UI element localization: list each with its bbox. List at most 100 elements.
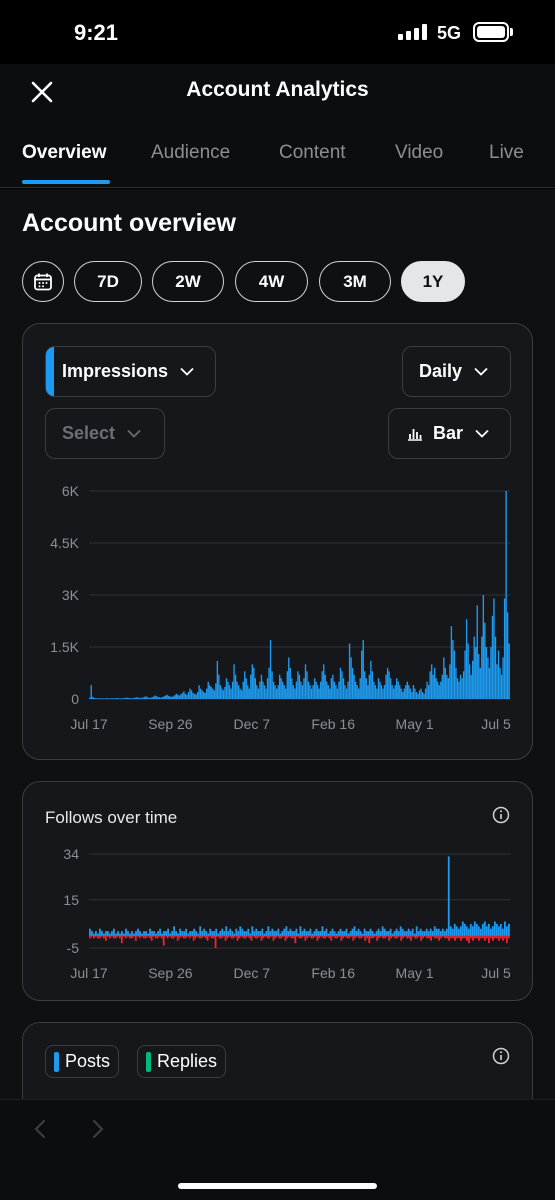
x-tick-label: Jul 17 (70, 965, 108, 981)
granularity-dropdown[interactable]: Daily (402, 346, 511, 397)
y-tick-label: -5 (67, 940, 80, 956)
legend-posts[interactable]: Posts (45, 1045, 120, 1078)
forward-arrow-icon[interactable] (86, 1118, 108, 1140)
data-bar (338, 935, 341, 937)
data-bar (106, 935, 109, 937)
data-bar (397, 931, 400, 936)
data-bar (476, 605, 478, 699)
range-4w[interactable]: 4W (235, 261, 308, 302)
tab-content[interactable]: Content (279, 142, 346, 163)
data-bar (208, 935, 211, 937)
data-bar (136, 697, 138, 699)
range-2w[interactable]: 2W (152, 261, 224, 302)
data-bar (478, 653, 480, 699)
y-tick-label: 15 (63, 892, 79, 908)
range-selector: 7D 2W 4W 3M 1Y (22, 261, 542, 303)
data-bar (389, 928, 392, 936)
data-bar (248, 935, 251, 939)
data-bar (180, 694, 182, 699)
data-bar (322, 935, 325, 939)
data-bar (239, 926, 242, 936)
data-bar (422, 935, 425, 939)
data-bar (318, 688, 320, 699)
data-bar (255, 928, 258, 936)
data-bar (160, 697, 162, 699)
info-icon[interactable] (492, 1047, 510, 1065)
data-bar (496, 935, 498, 939)
compare-select[interactable]: Select (45, 408, 165, 459)
data-bar (318, 935, 321, 939)
data-bar (388, 671, 390, 699)
data-bar (233, 664, 235, 699)
calendar-icon[interactable] (33, 272, 53, 292)
tab-video[interactable]: Video (395, 142, 444, 163)
tab-live[interactable]: Live (489, 142, 524, 163)
data-bar (319, 931, 322, 936)
data-bar (196, 935, 199, 937)
data-bar (391, 933, 394, 936)
range-7d[interactable]: 7D (74, 261, 142, 302)
data-bar (108, 698, 111, 700)
data-bar (154, 935, 157, 939)
data-bar (472, 660, 474, 699)
data-bar (114, 698, 117, 699)
data-bar (350, 657, 352, 699)
data-bar (315, 681, 317, 699)
data-bar (178, 695, 181, 699)
data-bar (386, 667, 389, 699)
data-bar (508, 643, 510, 699)
data-bar (398, 935, 401, 937)
data-bar (424, 935, 426, 937)
data-bar (288, 935, 291, 937)
data-bar (154, 695, 156, 699)
data-bar (505, 926, 508, 936)
data-bar (330, 935, 333, 941)
data-bar (344, 685, 346, 699)
data-bar (99, 928, 101, 936)
legend-replies[interactable]: Replies (137, 1045, 227, 1078)
data-bar (192, 935, 195, 941)
data-bar (307, 681, 310, 699)
data-bar (427, 931, 430, 936)
data-bar (142, 697, 144, 699)
range-1y[interactable]: 1Y (401, 261, 465, 302)
data-bar (314, 935, 317, 937)
data-bar (502, 657, 504, 699)
data-bar (166, 935, 169, 939)
data-bar (256, 685, 258, 699)
data-bar (105, 698, 108, 699)
chart-style-dropdown[interactable]: Bar (388, 408, 511, 459)
metric-label: Impressions (62, 361, 169, 381)
data-bar (289, 667, 291, 699)
data-bar (385, 674, 387, 699)
data-bar (443, 657, 445, 699)
data-bar (508, 935, 510, 939)
close-button[interactable] (28, 78, 56, 106)
data-bar (397, 681, 399, 699)
data-bar (301, 931, 304, 936)
info-icon[interactable] (492, 806, 510, 824)
range-3m[interactable]: 3M (319, 261, 391, 302)
data-bar (299, 926, 302, 936)
tab-audience[interactable]: Audience (151, 142, 231, 163)
tab-overview[interactable]: Overview (22, 142, 107, 163)
data-bar (120, 698, 123, 700)
data-bar (457, 928, 460, 936)
data-bar (389, 678, 392, 699)
data-bar (303, 928, 306, 936)
data-bar (279, 933, 282, 936)
data-bar (359, 678, 361, 699)
data-bar (408, 685, 410, 699)
calendar-button[interactable] (22, 261, 64, 302)
data-bar (361, 650, 363, 699)
main-content: Account overview 7D 2W 4W 3M 1Y Impressi… (0, 189, 555, 1142)
data-bar (455, 667, 457, 699)
data-bar (163, 931, 165, 936)
close-icon[interactable] (28, 78, 56, 106)
data-bar (251, 926, 254, 936)
metric-dropdown[interactable]: Impressions (45, 346, 216, 397)
data-bar (145, 931, 147, 936)
data-bar (383, 685, 386, 699)
data-bar (148, 935, 151, 939)
back-arrow-icon[interactable] (30, 1118, 52, 1140)
